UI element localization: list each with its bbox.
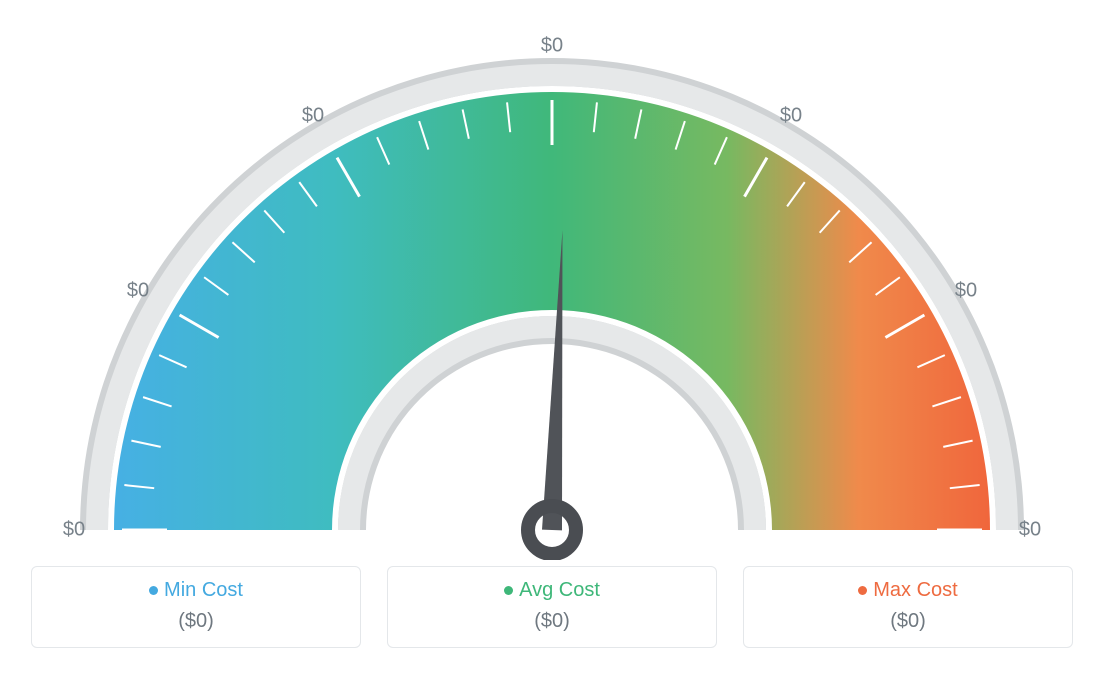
dot-icon [504, 586, 513, 595]
gauge-tick-label: $0 [63, 519, 85, 542]
gauge-tick-label: $0 [780, 105, 802, 128]
legend-card-min: Min Cost ($0) [31, 566, 361, 648]
legend-card-max: Max Cost ($0) [743, 566, 1073, 648]
legend-label: Avg Cost [519, 579, 600, 602]
cost-gauge [0, 0, 1104, 560]
gauge-container: $0 $0 $0 $0 $0 $0 $0 [0, 0, 1104, 560]
legend-title-avg: Avg Cost [504, 579, 600, 602]
gauge-tick-label: $0 [127, 280, 149, 303]
legend-row: Min Cost ($0) Avg Cost ($0) Max Cost ($0… [0, 566, 1104, 648]
legend-title-min: Min Cost [149, 579, 243, 602]
dot-icon [149, 586, 158, 595]
legend-label: Min Cost [164, 579, 243, 602]
legend-title-max: Max Cost [858, 579, 957, 602]
gauge-tick-label: $0 [955, 280, 977, 303]
legend-card-avg: Avg Cost ($0) [387, 566, 717, 648]
dot-icon [858, 586, 867, 595]
gauge-tick-label: $0 [302, 105, 324, 128]
legend-label: Max Cost [873, 579, 957, 602]
legend-value: ($0) [404, 610, 700, 633]
gauge-tick-label: $0 [541, 35, 563, 58]
gauge-tick-label: $0 [1019, 519, 1041, 542]
legend-value: ($0) [760, 610, 1056, 633]
legend-value: ($0) [48, 610, 344, 633]
